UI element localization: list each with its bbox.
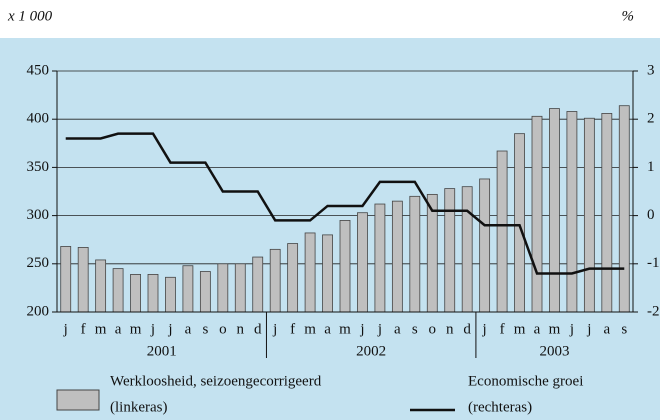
- bar: [479, 178, 491, 313]
- y2-axis-unit: %: [622, 8, 635, 24]
- bar: [357, 212, 368, 313]
- x-tick-label: j: [272, 321, 277, 337]
- bar: [182, 265, 194, 313]
- bar: [95, 259, 107, 313]
- legend-note: (linkeras): [110, 399, 167, 415]
- bar: [165, 276, 176, 313]
- x-tick-label: m: [304, 321, 316, 337]
- x-tick-label: j: [167, 321, 172, 337]
- legend-note: (rechteras): [468, 399, 532, 415]
- bar: [601, 113, 613, 313]
- bar: [426, 193, 438, 313]
- y-tick-label: 250: [27, 255, 50, 271]
- bar: [409, 195, 421, 313]
- x-tick-label: a: [394, 321, 401, 337]
- bar: [322, 234, 333, 313]
- bar: [234, 263, 246, 313]
- bar: [583, 117, 595, 313]
- x-tick-label: f: [290, 321, 295, 337]
- x-tick-label: m: [95, 321, 107, 337]
- x-tick-label: m: [339, 321, 351, 337]
- y-tick-label: 200: [27, 303, 50, 319]
- bar: [252, 256, 264, 313]
- bar: [199, 271, 211, 313]
- x-tick-label: s: [202, 321, 208, 337]
- bar: [514, 133, 525, 313]
- y2-tick-label: 2: [647, 111, 655, 127]
- bar: [461, 186, 473, 313]
- x-tick-label: a: [324, 321, 331, 337]
- x-tick-label: m: [514, 321, 526, 337]
- bar: [374, 203, 386, 313]
- bar: [549, 108, 560, 313]
- bar: [304, 232, 316, 313]
- x-tick-label: j: [586, 321, 591, 337]
- bar: [566, 111, 578, 313]
- y-axis-unit: x 1 000: [7, 8, 53, 24]
- bar: [147, 274, 159, 313]
- x-tick-label: j: [150, 321, 155, 337]
- y2-tick-label: 3: [647, 62, 655, 78]
- bar: [287, 243, 299, 313]
- x-tick-label: a: [115, 321, 122, 337]
- y2-tick-label: 1: [647, 159, 655, 175]
- background: [0, 38, 660, 420]
- y-tick-label: 400: [27, 111, 50, 127]
- bar: [339, 220, 351, 313]
- x-tick-label: j: [377, 321, 382, 337]
- x-tick-label: j: [482, 321, 487, 337]
- x-tick-label: f: [500, 321, 505, 337]
- x-tick-label: s: [621, 321, 627, 337]
- line: [65, 132, 625, 275]
- x-tick-label: n: [237, 321, 245, 337]
- x-tick-label: a: [603, 321, 610, 337]
- legend-label: Economische groei: [468, 373, 583, 389]
- bar: [130, 274, 141, 313]
- y2-tick-label: -2: [647, 303, 660, 319]
- y2-tick-label: 0: [647, 207, 655, 223]
- x-tick-label: d: [254, 321, 262, 337]
- year-label: 2002: [356, 343, 386, 359]
- bar: [496, 150, 508, 313]
- bar: [531, 115, 543, 313]
- x-tick-label: d: [463, 321, 471, 337]
- bar: [269, 248, 281, 313]
- y-tick-label: 350: [27, 159, 50, 175]
- x-tick-label: n: [446, 321, 454, 337]
- x-tick-label: o: [219, 321, 227, 337]
- x-tick-label: s: [412, 321, 418, 337]
- year-label: 2001: [147, 343, 177, 359]
- y-tick-label: 300: [27, 207, 50, 223]
- x-tick-label: o: [429, 321, 437, 337]
- bar: [60, 246, 72, 313]
- bar: [217, 263, 229, 313]
- x-tick-label: j: [569, 321, 574, 337]
- legend-swatch: [56, 389, 100, 411]
- x-tick-label: j: [63, 321, 68, 337]
- y-tick-label: 450: [27, 62, 50, 78]
- y2-tick-label: -1: [647, 255, 660, 271]
- legend-label: Werkloosheid, seizoengecorrigeerd: [110, 373, 322, 389]
- x-tick-label: m: [549, 321, 561, 337]
- x-tick-label: f: [81, 321, 86, 337]
- bar: [112, 268, 124, 313]
- bar: [391, 200, 403, 313]
- x-tick-label: m: [130, 321, 142, 337]
- bar: [444, 188, 456, 313]
- year-label: 2003: [539, 343, 569, 359]
- x-tick-label: a: [534, 321, 541, 337]
- bar: [77, 247, 89, 313]
- x-tick-label: a: [185, 321, 192, 337]
- x-tick-label: j: [359, 321, 364, 337]
- bar: [618, 105, 630, 313]
